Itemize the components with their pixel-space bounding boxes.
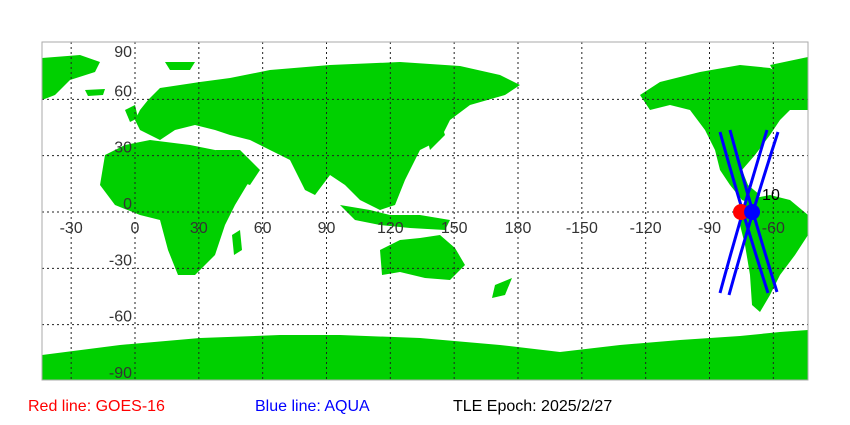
- longitude-label: 0: [131, 220, 140, 237]
- longitude-label: 180: [505, 220, 532, 237]
- tle-epoch: TLE Epoch: 2025/2/27: [453, 398, 613, 415]
- longitude-label: -30: [60, 220, 83, 237]
- longitude-label: -150: [566, 220, 598, 237]
- longitude-label: 30: [190, 220, 208, 237]
- graticule: [42, 42, 808, 380]
- legend-red-line: Red line: GOES-16: [28, 398, 165, 415]
- latitude-label: 90: [114, 44, 132, 61]
- satellite-marker-aqua: [744, 204, 761, 220]
- longitude-label: -90: [698, 220, 721, 237]
- longitude-label: -120: [630, 220, 662, 237]
- longitude-label: 90: [318, 220, 336, 237]
- satellite-marker-goes-16: [732, 204, 749, 220]
- latitude-label: -90: [109, 365, 132, 382]
- longitude-label: 120: [377, 220, 404, 237]
- longitude-label: 60: [254, 220, 272, 237]
- latitude-label: 0: [123, 196, 132, 213]
- longitude-label: -60: [762, 220, 785, 237]
- legend-blue-line: Blue line: AQUA: [255, 398, 370, 415]
- latitude-label: 60: [114, 83, 132, 100]
- satellite-label: 10: [762, 187, 780, 204]
- land-masses: [42, 55, 808, 380]
- latitude-label: 30: [114, 140, 132, 157]
- latitude-label: -60: [109, 309, 132, 326]
- latitude-label: -30: [109, 252, 132, 269]
- map-frame: [41, 41, 809, 381]
- longitude-label: 150: [441, 220, 468, 237]
